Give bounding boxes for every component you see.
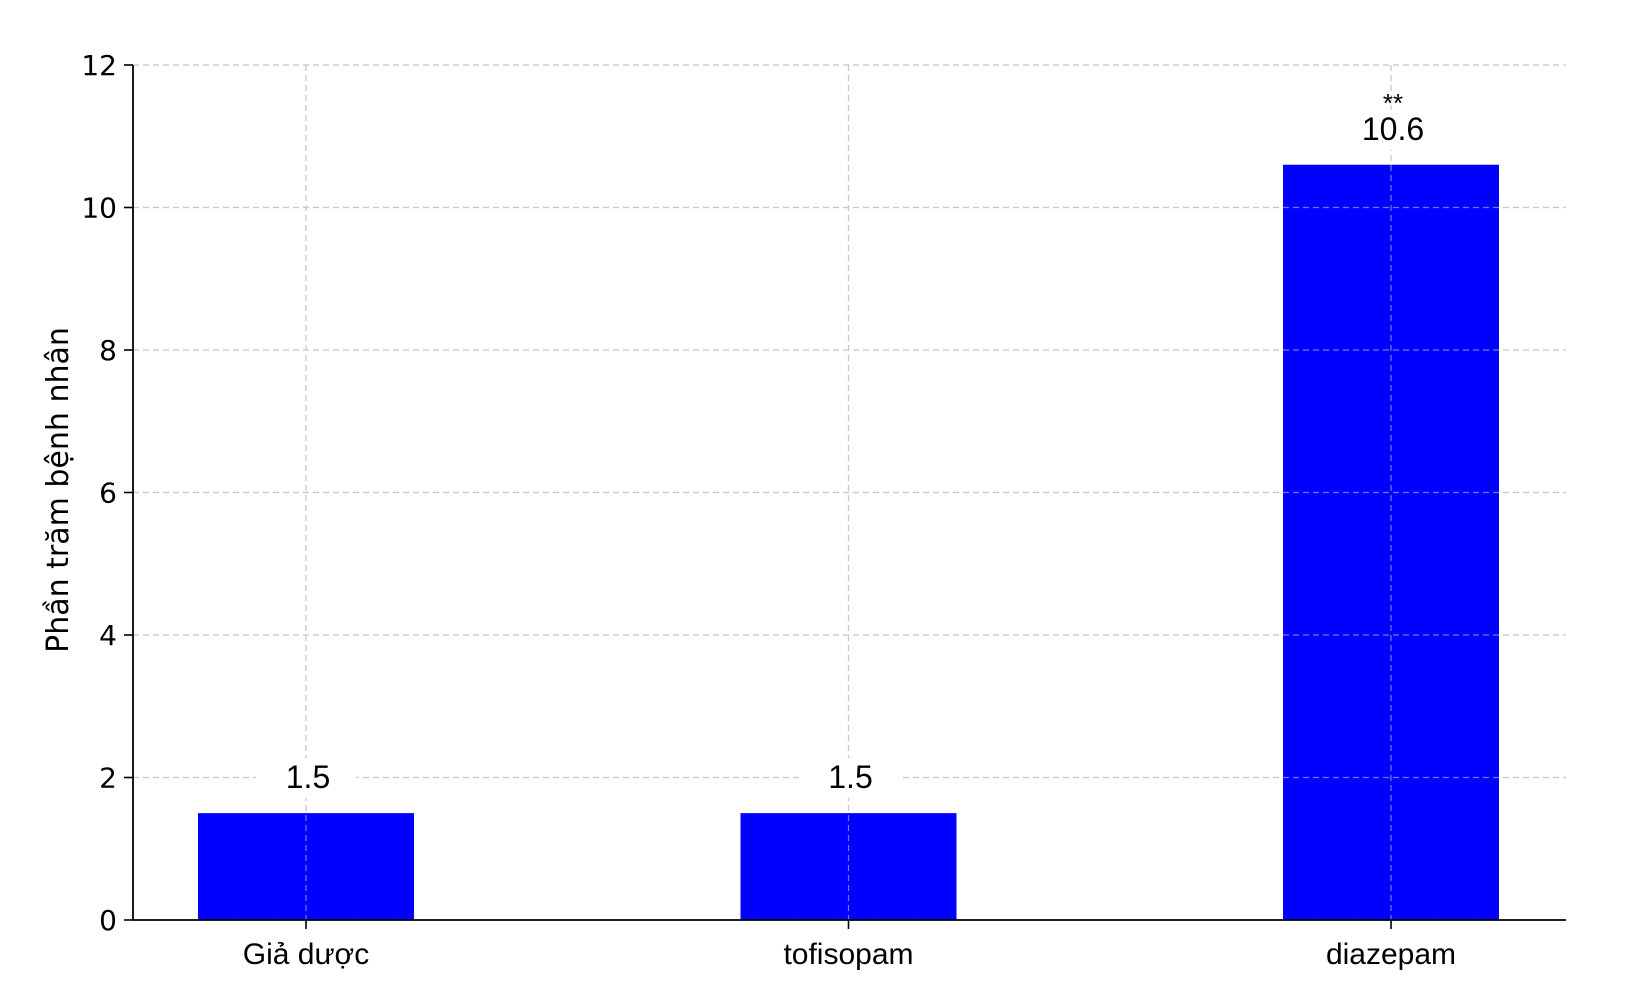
label-layer: Giả dược tofisopam diazepam 1.5 1.5 10.6** [243,88,1456,971]
y-tick-label: 0 [99,904,117,937]
data-label-bg [798,758,899,799]
axis-layer: 0 2 4 6 8 10 12 [81,49,1566,937]
x-tick-label: Giả dược [243,938,369,971]
y-axis-title: Phần trăm bệnh nhân [41,327,76,653]
data-label: 10.6 [1362,111,1424,147]
y-tick-label: 8 [99,334,117,367]
x-tick-label: diazepam [1326,938,1456,971]
y-tick-label: 2 [99,762,117,795]
y-tick-label: 10 [81,192,117,225]
x-tick-label: tofisopam [783,938,913,971]
significance-annotation: ** [1383,88,1403,118]
y-tick-label: 12 [81,49,117,82]
data-label: 1.5 [286,759,330,795]
y-tick-label: 6 [99,477,117,510]
data-label: 1.5 [828,759,872,795]
y-tick-label: 4 [99,619,117,652]
data-label-bg [1341,109,1441,150]
data-label-bg [256,758,356,799]
